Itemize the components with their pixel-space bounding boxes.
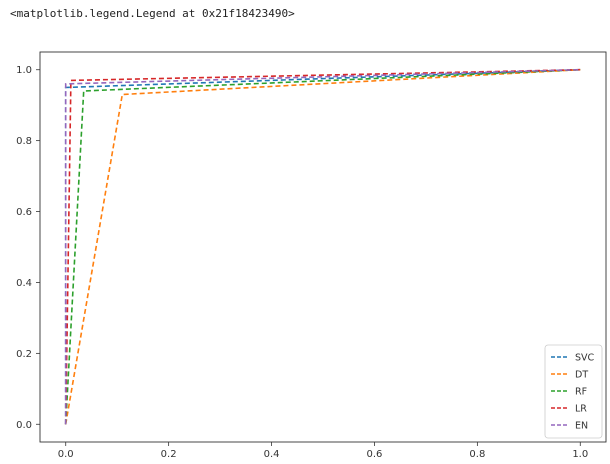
series-line-en bbox=[64, 68, 581, 425]
plot-frame bbox=[39, 51, 607, 443]
x-tick-label: 0.2 bbox=[161, 449, 177, 460]
y-tick-label: 1.0 bbox=[16, 65, 32, 76]
legend: SVC DT RF LR EN bbox=[544, 344, 603, 439]
legend-repr-text: <matplotlib.legend.Legend at 0x21f184234… bbox=[10, 7, 295, 20]
y-tick-label: 0.2 bbox=[16, 349, 32, 360]
plot-background bbox=[40, 52, 606, 442]
series-line-lr bbox=[64, 68, 581, 425]
series-line-rf bbox=[64, 68, 581, 425]
x-tick-label: 0.4 bbox=[264, 449, 280, 460]
legend-label-dt: DT bbox=[575, 370, 588, 381]
y-tick-label: 0.0 bbox=[16, 420, 32, 431]
series-line-dt bbox=[64, 68, 581, 425]
legend-box bbox=[544, 344, 603, 439]
y-tick-label: 0.8 bbox=[16, 136, 32, 147]
y-tick-label: 0.4 bbox=[16, 278, 32, 289]
x-tick-label: 0.6 bbox=[367, 449, 383, 460]
legend-label-svc: SVC bbox=[575, 353, 595, 364]
series-layer bbox=[64, 68, 581, 425]
ticks-layer: 0.0 0.2 0.4 0.6 0.8 1.0 0.0 0.2 0.4 0.6 0.8 1.0 bbox=[16, 65, 588, 460]
x-tick-label: 0.8 bbox=[469, 449, 485, 460]
x-tick-label: 1.0 bbox=[572, 449, 588, 460]
y-tick-label: 0.6 bbox=[16, 207, 32, 218]
legend-label-rf: RF bbox=[575, 387, 587, 398]
legend-label-en: EN bbox=[575, 421, 588, 432]
x-tick-label: 0.0 bbox=[58, 449, 74, 460]
legend-label-lr: LR bbox=[575, 404, 587, 415]
